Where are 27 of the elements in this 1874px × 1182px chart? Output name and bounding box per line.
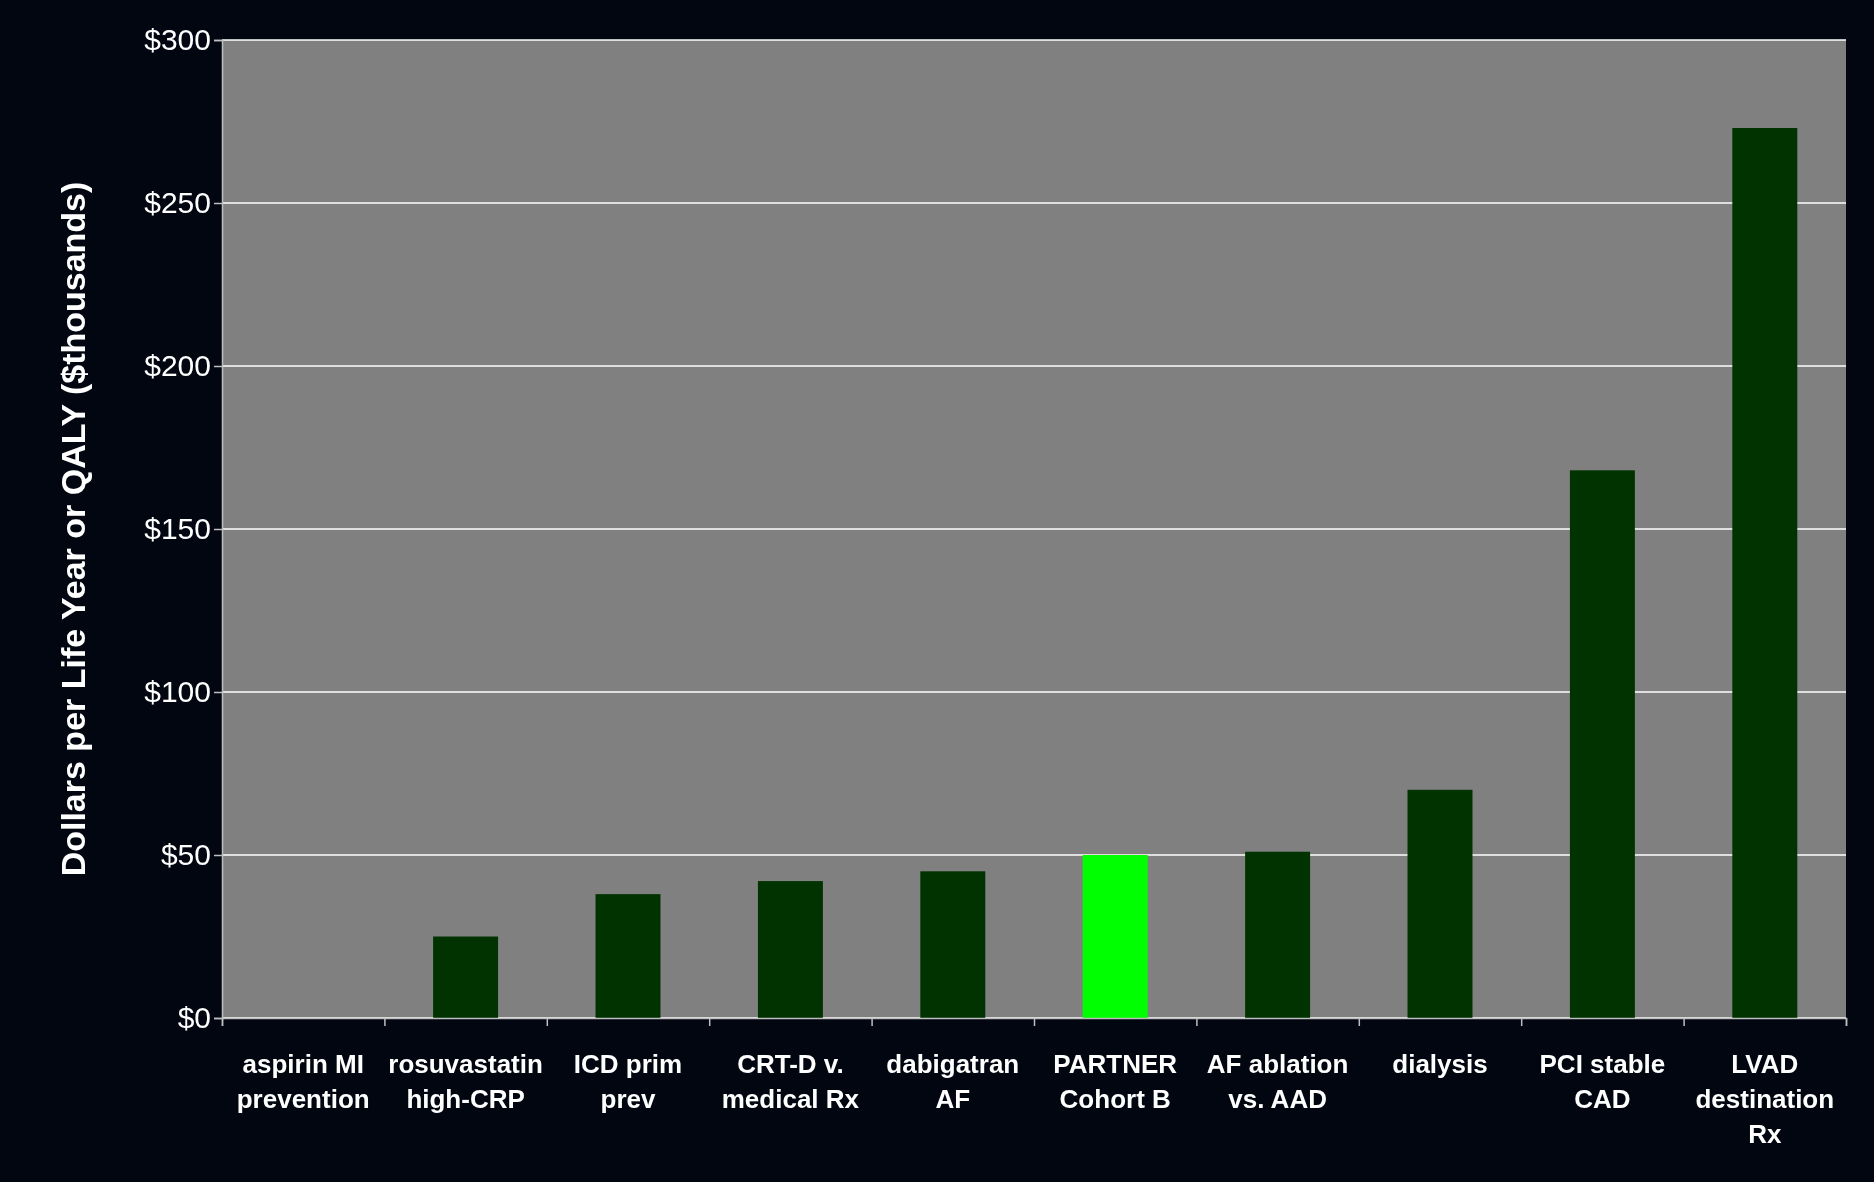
x-tick-label: PCI stable CAD [1539, 1049, 1666, 1114]
x-tick-label: PARTNER Cohort B [1053, 1049, 1178, 1114]
bar [1569, 470, 1635, 1018]
bar [1245, 851, 1311, 1018]
y-tick-label: $200 [144, 349, 211, 383]
x-tick-label: aspirin MI prevention [236, 1049, 370, 1114]
x-tick-label: ICD prim prev [573, 1049, 683, 1114]
y-tick-label: $50 [160, 838, 211, 872]
y-tick-label: $250 [144, 186, 211, 220]
y-tick-label: $300 [144, 23, 211, 57]
y-tick-label: $100 [144, 675, 211, 709]
bar [1082, 855, 1148, 1018]
y-tick-label: $0 [177, 1001, 211, 1035]
x-tick-label: rosuvastatin high-CRP [388, 1049, 543, 1114]
bar [433, 936, 499, 1018]
x-tick-label: CRT-D v. medical Rx [721, 1049, 860, 1114]
x-tick-label: AF ablation vs. AAD [1206, 1049, 1349, 1114]
bar [757, 881, 823, 1018]
y-tick-label: $150 [144, 512, 211, 546]
x-tick-label: dabigatran AF [886, 1049, 1020, 1114]
bar [1732, 128, 1798, 1018]
bar [1407, 789, 1473, 1018]
bar [595, 894, 661, 1018]
y-axis-title: Dollars per Life Year or QALY ($thousands) [54, 181, 92, 877]
x-tick-label: LVAD destination Rx [1695, 1049, 1835, 1149]
x-tick-label: dialysis [1392, 1049, 1488, 1079]
bar [920, 871, 986, 1018]
